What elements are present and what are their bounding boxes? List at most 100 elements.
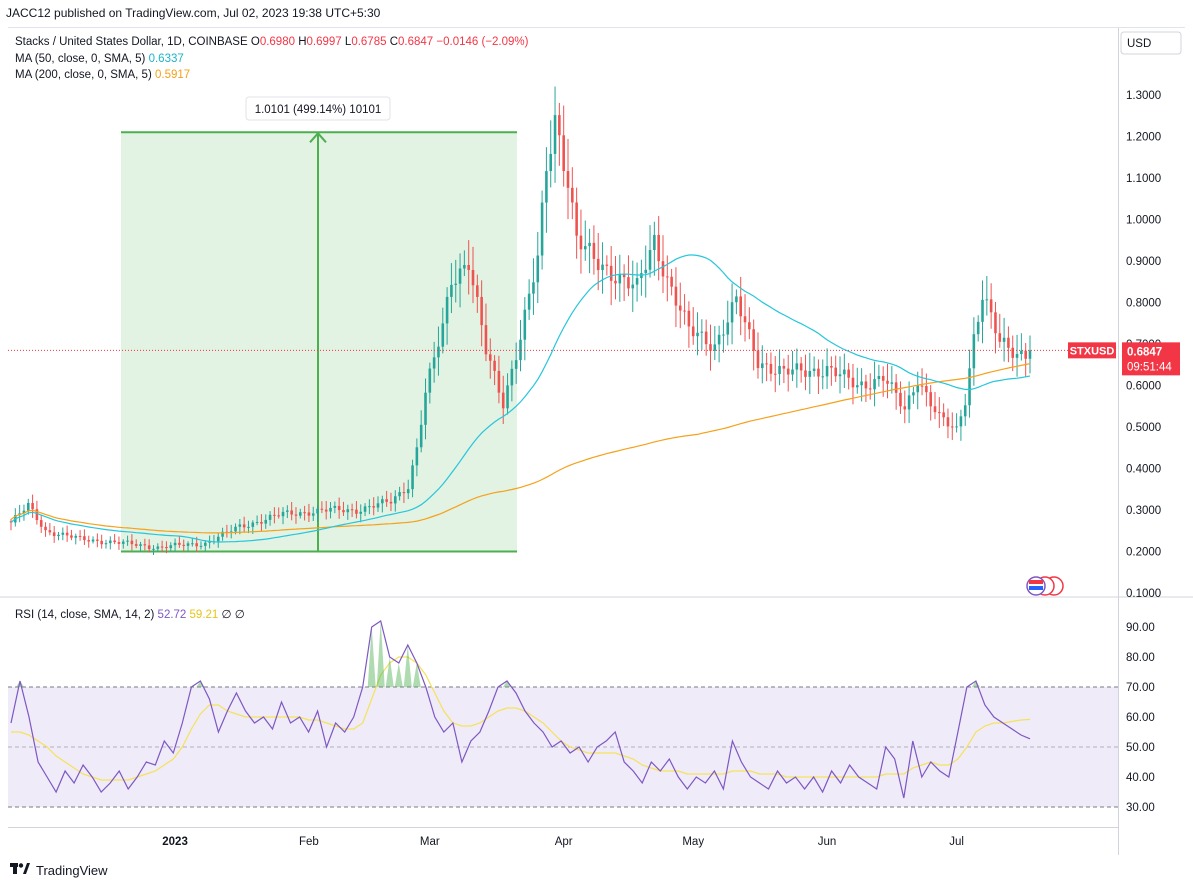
candle-body xyxy=(596,258,600,271)
candle-body xyxy=(704,331,708,345)
events-flags-icon[interactable] xyxy=(1026,576,1064,596)
candle-body xyxy=(320,508,324,510)
candle-body xyxy=(946,417,950,427)
candle-body xyxy=(838,374,842,377)
candle-body xyxy=(441,323,445,347)
candle-body xyxy=(242,524,246,528)
candle-body xyxy=(722,334,725,336)
candle-body xyxy=(558,115,561,136)
price-tag-price: 0.6847 xyxy=(1127,346,1162,358)
candle-body xyxy=(471,269,475,286)
candle-body xyxy=(35,509,39,521)
candle-body xyxy=(881,375,885,381)
price-axis-tick: 1.2000 xyxy=(1126,132,1161,144)
candle-body xyxy=(588,242,591,247)
candle-body xyxy=(631,284,635,289)
candle-body xyxy=(104,543,108,545)
candle-body xyxy=(657,234,660,262)
candle-body xyxy=(994,312,997,334)
candle-body xyxy=(968,368,971,406)
candle-body xyxy=(748,322,751,330)
ma200-line xyxy=(10,363,1031,534)
candle-body xyxy=(281,511,285,517)
candle-body xyxy=(700,331,704,333)
candle-body xyxy=(139,544,142,546)
candle-body xyxy=(337,505,341,511)
candle-body xyxy=(860,381,863,386)
rsi-axis-tick: 40.00 xyxy=(1126,772,1155,784)
candle-body xyxy=(985,299,989,301)
candle-body xyxy=(709,344,712,351)
candle-body xyxy=(303,512,306,514)
candle-body xyxy=(674,286,678,306)
rsi-legend: RSI (14, close, SMA, 14, 2) 52.72 59.21 … xyxy=(15,607,245,621)
rsi-axis-tick: 70.00 xyxy=(1126,682,1155,694)
candle-body xyxy=(372,506,375,508)
candle-body xyxy=(70,535,73,538)
currency-button[interactable] xyxy=(1120,31,1182,55)
candle-body xyxy=(186,543,190,546)
candle-body xyxy=(830,365,833,368)
candle-body xyxy=(894,382,898,393)
candle-body xyxy=(834,367,837,377)
candle-body xyxy=(376,503,380,508)
rsi-extra: ∅ ∅ xyxy=(221,609,245,621)
candle-body xyxy=(268,514,272,520)
candle-body xyxy=(191,543,194,545)
time-axis-tick: Mar xyxy=(420,836,440,848)
candle-body xyxy=(78,535,82,537)
candle-body xyxy=(981,299,984,322)
candle-body xyxy=(532,282,535,294)
candle-body xyxy=(622,273,626,278)
candle-body xyxy=(204,542,207,546)
candle-body xyxy=(424,392,427,425)
candle-body xyxy=(333,505,337,508)
candle-body xyxy=(445,296,449,324)
candle-body xyxy=(653,234,656,251)
candle-body xyxy=(411,465,414,490)
candle-body xyxy=(717,334,721,345)
candle-body xyxy=(381,499,384,504)
candle-body xyxy=(743,316,747,323)
candle-body xyxy=(165,546,168,549)
candle-body xyxy=(1015,354,1019,358)
high-value: 0.6997 xyxy=(306,36,342,48)
candle-body xyxy=(907,395,911,410)
measure-arrowhead xyxy=(309,131,327,143)
change-value: −0.0146 (−2.09%) xyxy=(436,36,529,48)
candle-body xyxy=(912,392,915,396)
candle-body xyxy=(877,375,881,380)
price-tag[interactable] xyxy=(1122,342,1180,376)
candle-body xyxy=(324,509,328,512)
candle-body xyxy=(791,369,794,375)
candle-body xyxy=(899,392,902,407)
candle-body xyxy=(527,293,531,310)
measure-label: 1.0101 (499.14%) 10101 xyxy=(255,104,382,116)
ma50-value: 0.6337 xyxy=(148,53,184,65)
open-value: 0.6980 xyxy=(259,36,295,48)
candle-body xyxy=(735,296,738,303)
candle-body xyxy=(31,502,34,510)
candle-body xyxy=(264,519,268,524)
candle-body xyxy=(208,541,211,543)
candle-body xyxy=(329,507,332,512)
tradingview-brand[interactable]: TradingView xyxy=(10,863,108,878)
candle-body xyxy=(247,526,250,528)
candle-body xyxy=(583,246,587,250)
candle-body xyxy=(156,546,160,549)
time-axis-tick: Apr xyxy=(555,836,573,848)
candle-body xyxy=(942,412,945,418)
rsi-axis-tick: 80.00 xyxy=(1126,652,1155,664)
candle-body xyxy=(48,530,52,533)
price-axis-tick: 0.9000 xyxy=(1126,256,1161,268)
price-axis-tick: 0.6000 xyxy=(1126,381,1161,393)
candle-body xyxy=(488,354,492,361)
rsi-label: RSI (14, close, SMA, 14, 2) xyxy=(15,609,155,621)
high-label: H xyxy=(298,36,307,48)
candle-body xyxy=(713,344,717,351)
candle-body xyxy=(458,268,462,284)
symbol-title: Stacks / United States Dollar, 1D, COINB… xyxy=(15,36,248,48)
candle-body xyxy=(467,265,470,270)
candle-body xyxy=(169,545,173,549)
